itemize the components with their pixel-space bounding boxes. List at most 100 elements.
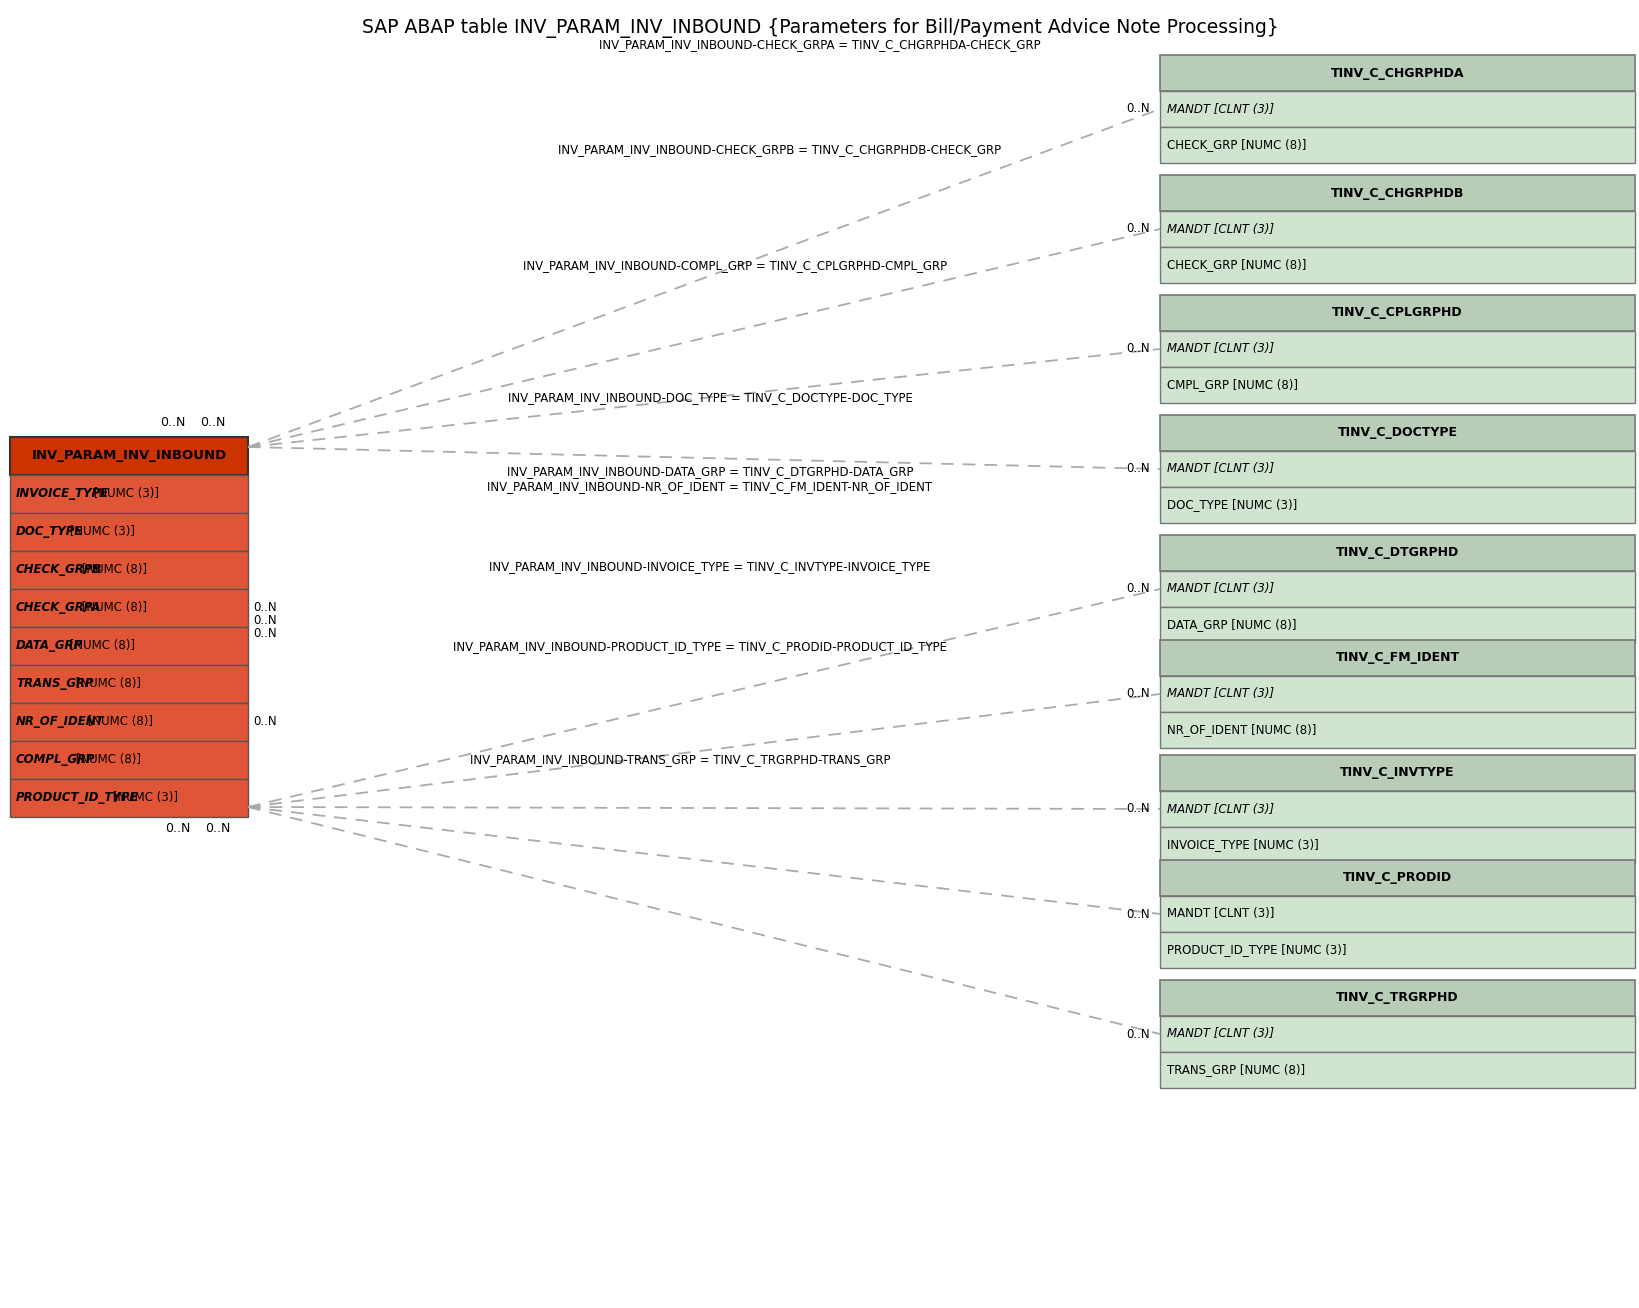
Text: MANDT [CLNT (3)]: MANDT [CLNT (3)] (1167, 688, 1274, 701)
Text: [NUMC (8)]: [NUMC (8)] (79, 564, 148, 577)
Text: 0..N: 0..N (252, 715, 277, 729)
Text: SAP ABAP table INV_PARAM_INV_INBOUND {Parameters for Bill/Payment Advice Note Pr: SAP ABAP table INV_PARAM_INV_INBOUND {Pa… (362, 18, 1277, 38)
Bar (1159, 933, 1634, 968)
Text: [NUMC (8)]: [NUMC (8)] (66, 640, 134, 653)
Text: 0..N: 0..N (1126, 582, 1149, 595)
Bar (1159, 55, 1634, 92)
Text: MANDT [CLNT (3)]: MANDT [CLNT (3)] (1167, 803, 1274, 815)
Text: INVOICE_TYPE [NUMC (3)]: INVOICE_TYPE [NUMC (3)] (1167, 838, 1318, 852)
Text: DOC_TYPE: DOC_TYPE (16, 526, 84, 539)
Text: 0..N: 0..N (1126, 102, 1149, 115)
Bar (1159, 331, 1634, 368)
Text: [NUMC (8)]: [NUMC (8)] (72, 753, 141, 766)
Text: 0..N: 0..N (1126, 463, 1149, 476)
Text: MANDT [CLNT (3)]: MANDT [CLNT (3)] (1167, 582, 1274, 595)
Bar (1159, 175, 1634, 211)
Text: MANDT [CLNT (3)]: MANDT [CLNT (3)] (1167, 102, 1274, 115)
Bar (10, 589, 247, 627)
Bar (1159, 1052, 1634, 1088)
Text: INV_PARAM_INV_INBOUND-DOC_TYPE = TINV_C_DOCTYPE-DOC_TYPE: INV_PARAM_INV_INBOUND-DOC_TYPE = TINV_C_… (506, 391, 911, 404)
Bar (10, 437, 247, 475)
Bar (1159, 572, 1634, 607)
Text: INVOICE_TYPE: INVOICE_TYPE (16, 488, 110, 501)
Bar (1159, 247, 1634, 283)
Text: CHECK_GRP [NUMC (8)]: CHECK_GRP [NUMC (8)] (1167, 259, 1306, 272)
Text: INV_PARAM_INV_INBOUND-NR_OF_IDENT = TINV_C_FM_IDENT-NR_OF_IDENT: INV_PARAM_INV_INBOUND-NR_OF_IDENT = TINV… (487, 480, 933, 493)
Bar (10, 551, 247, 589)
Text: MANDT [CLNT (3)]: MANDT [CLNT (3)] (1167, 908, 1274, 921)
Text: TINV_C_TRGRPHD: TINV_C_TRGRPHD (1336, 991, 1459, 1005)
Text: INV_PARAM_INV_INBOUND: INV_PARAM_INV_INBOUND (31, 450, 226, 463)
Bar (10, 627, 247, 664)
Text: [NUMC (3)]: [NUMC (3)] (90, 488, 159, 501)
Text: [NUMC (8)]: [NUMC (8)] (72, 678, 141, 691)
Text: INV_PARAM_INV_INBOUND-COMPL_GRP = TINV_C_CPLGRPHD-CMPL_GRP: INV_PARAM_INV_INBOUND-COMPL_GRP = TINV_C… (523, 259, 946, 272)
Text: INV_PARAM_INV_INBOUND-TRANS_GRP = TINV_C_TRGRPHD-TRANS_GRP: INV_PARAM_INV_INBOUND-TRANS_GRP = TINV_C… (469, 753, 890, 766)
Text: COMPL_GRP: COMPL_GRP (16, 753, 95, 766)
Text: PRODUCT_ID_TYPE: PRODUCT_ID_TYPE (16, 791, 138, 804)
Bar (1159, 451, 1634, 487)
Bar (1159, 859, 1634, 896)
Text: TINV_C_INVTYPE: TINV_C_INVTYPE (1339, 766, 1454, 780)
Text: [NUMC (8)]: [NUMC (8)] (79, 602, 148, 615)
Bar (1159, 827, 1634, 863)
Text: 0..N: 0..N (1126, 222, 1149, 235)
Bar (10, 702, 247, 742)
Bar (1159, 487, 1634, 523)
Text: TRANS_GRP [NUMC (8)]: TRANS_GRP [NUMC (8)] (1167, 1063, 1305, 1076)
Text: INV_PARAM_INV_INBOUND-CHECK_GRPB = TINV_C_CHGRPHDB-CHECK_GRP: INV_PARAM_INV_INBOUND-CHECK_GRPB = TINV_… (559, 144, 1001, 157)
Bar (1159, 535, 1634, 572)
Bar (1159, 980, 1634, 1016)
Bar (1159, 755, 1634, 791)
Text: 0..N: 0..N (1126, 1028, 1149, 1040)
Bar (1159, 607, 1634, 644)
Bar (1159, 896, 1634, 933)
Text: TINV_C_CHGRPHDB: TINV_C_CHGRPHDB (1329, 187, 1464, 200)
Text: NR_OF_IDENT [NUMC (8)]: NR_OF_IDENT [NUMC (8)] (1167, 723, 1316, 736)
Text: [NUMC (3)]: [NUMC (3)] (66, 526, 134, 539)
Bar (1159, 368, 1634, 403)
Bar (10, 475, 247, 513)
Text: DATA_GRP [NUMC (8)]: DATA_GRP [NUMC (8)] (1167, 619, 1296, 632)
Text: INV_PARAM_INV_INBOUND-PRODUCT_ID_TYPE = TINV_C_PRODID-PRODUCT_ID_TYPE: INV_PARAM_INV_INBOUND-PRODUCT_ID_TYPE = … (452, 641, 946, 654)
Text: 0..N: 0..N (1126, 908, 1149, 921)
Text: TINV_C_DOCTYPE: TINV_C_DOCTYPE (1337, 426, 1457, 439)
Text: [NUMC (8)]: [NUMC (8)] (84, 715, 152, 729)
Bar (1159, 1016, 1634, 1052)
Bar (10, 742, 247, 780)
Text: 0..N: 0..N (161, 416, 185, 429)
Text: NR_OF_IDENT: NR_OF_IDENT (16, 715, 105, 729)
Text: [NUMC (3)]: [NUMC (3)] (108, 791, 179, 804)
Text: CHECK_GRP [NUMC (8)]: CHECK_GRP [NUMC (8)] (1167, 139, 1306, 152)
Text: 0..N: 0..N (166, 821, 190, 835)
Text: 0..N: 0..N (252, 628, 277, 641)
Text: 0..N: 0..N (200, 416, 226, 429)
Text: MANDT [CLNT (3)]: MANDT [CLNT (3)] (1167, 463, 1274, 476)
Text: DOC_TYPE [NUMC (3)]: DOC_TYPE [NUMC (3)] (1167, 498, 1296, 511)
Text: DATA_GRP: DATA_GRP (16, 640, 84, 653)
Text: 0..N: 0..N (252, 615, 277, 628)
Text: CHECK_GRPB: CHECK_GRPB (16, 564, 102, 577)
Text: 0..N: 0..N (1126, 803, 1149, 815)
Bar (1159, 127, 1634, 164)
Bar (1159, 640, 1634, 676)
Text: CHECK_GRPA: CHECK_GRPA (16, 602, 102, 615)
Text: MANDT [CLNT (3)]: MANDT [CLNT (3)] (1167, 1028, 1274, 1040)
Text: TINV_C_FM_IDENT: TINV_C_FM_IDENT (1334, 651, 1459, 664)
Text: MANDT [CLNT (3)]: MANDT [CLNT (3)] (1167, 222, 1274, 235)
Text: TINV_C_DTGRPHD: TINV_C_DTGRPHD (1336, 547, 1459, 560)
Bar (1159, 676, 1634, 712)
Text: TRANS_GRP: TRANS_GRP (16, 678, 93, 691)
Text: MANDT [CLNT (3)]: MANDT [CLNT (3)] (1167, 343, 1274, 356)
Bar (1159, 712, 1634, 748)
Bar (1159, 296, 1634, 331)
Text: TINV_C_PRODID: TINV_C_PRODID (1342, 871, 1451, 884)
Bar (10, 664, 247, 702)
Bar (1159, 92, 1634, 127)
Text: 0..N: 0..N (1126, 688, 1149, 701)
Text: TINV_C_CHGRPHDA: TINV_C_CHGRPHDA (1329, 67, 1464, 80)
Text: INV_PARAM_INV_INBOUND-DATA_GRP = TINV_C_DTGRPHD-DATA_GRP: INV_PARAM_INV_INBOUND-DATA_GRP = TINV_C_… (506, 466, 913, 479)
Text: 0..N: 0..N (205, 821, 231, 835)
Bar (10, 780, 247, 818)
Text: INV_PARAM_INV_INBOUND-INVOICE_TYPE = TINV_C_INVTYPE-INVOICE_TYPE: INV_PARAM_INV_INBOUND-INVOICE_TYPE = TIN… (488, 561, 929, 573)
